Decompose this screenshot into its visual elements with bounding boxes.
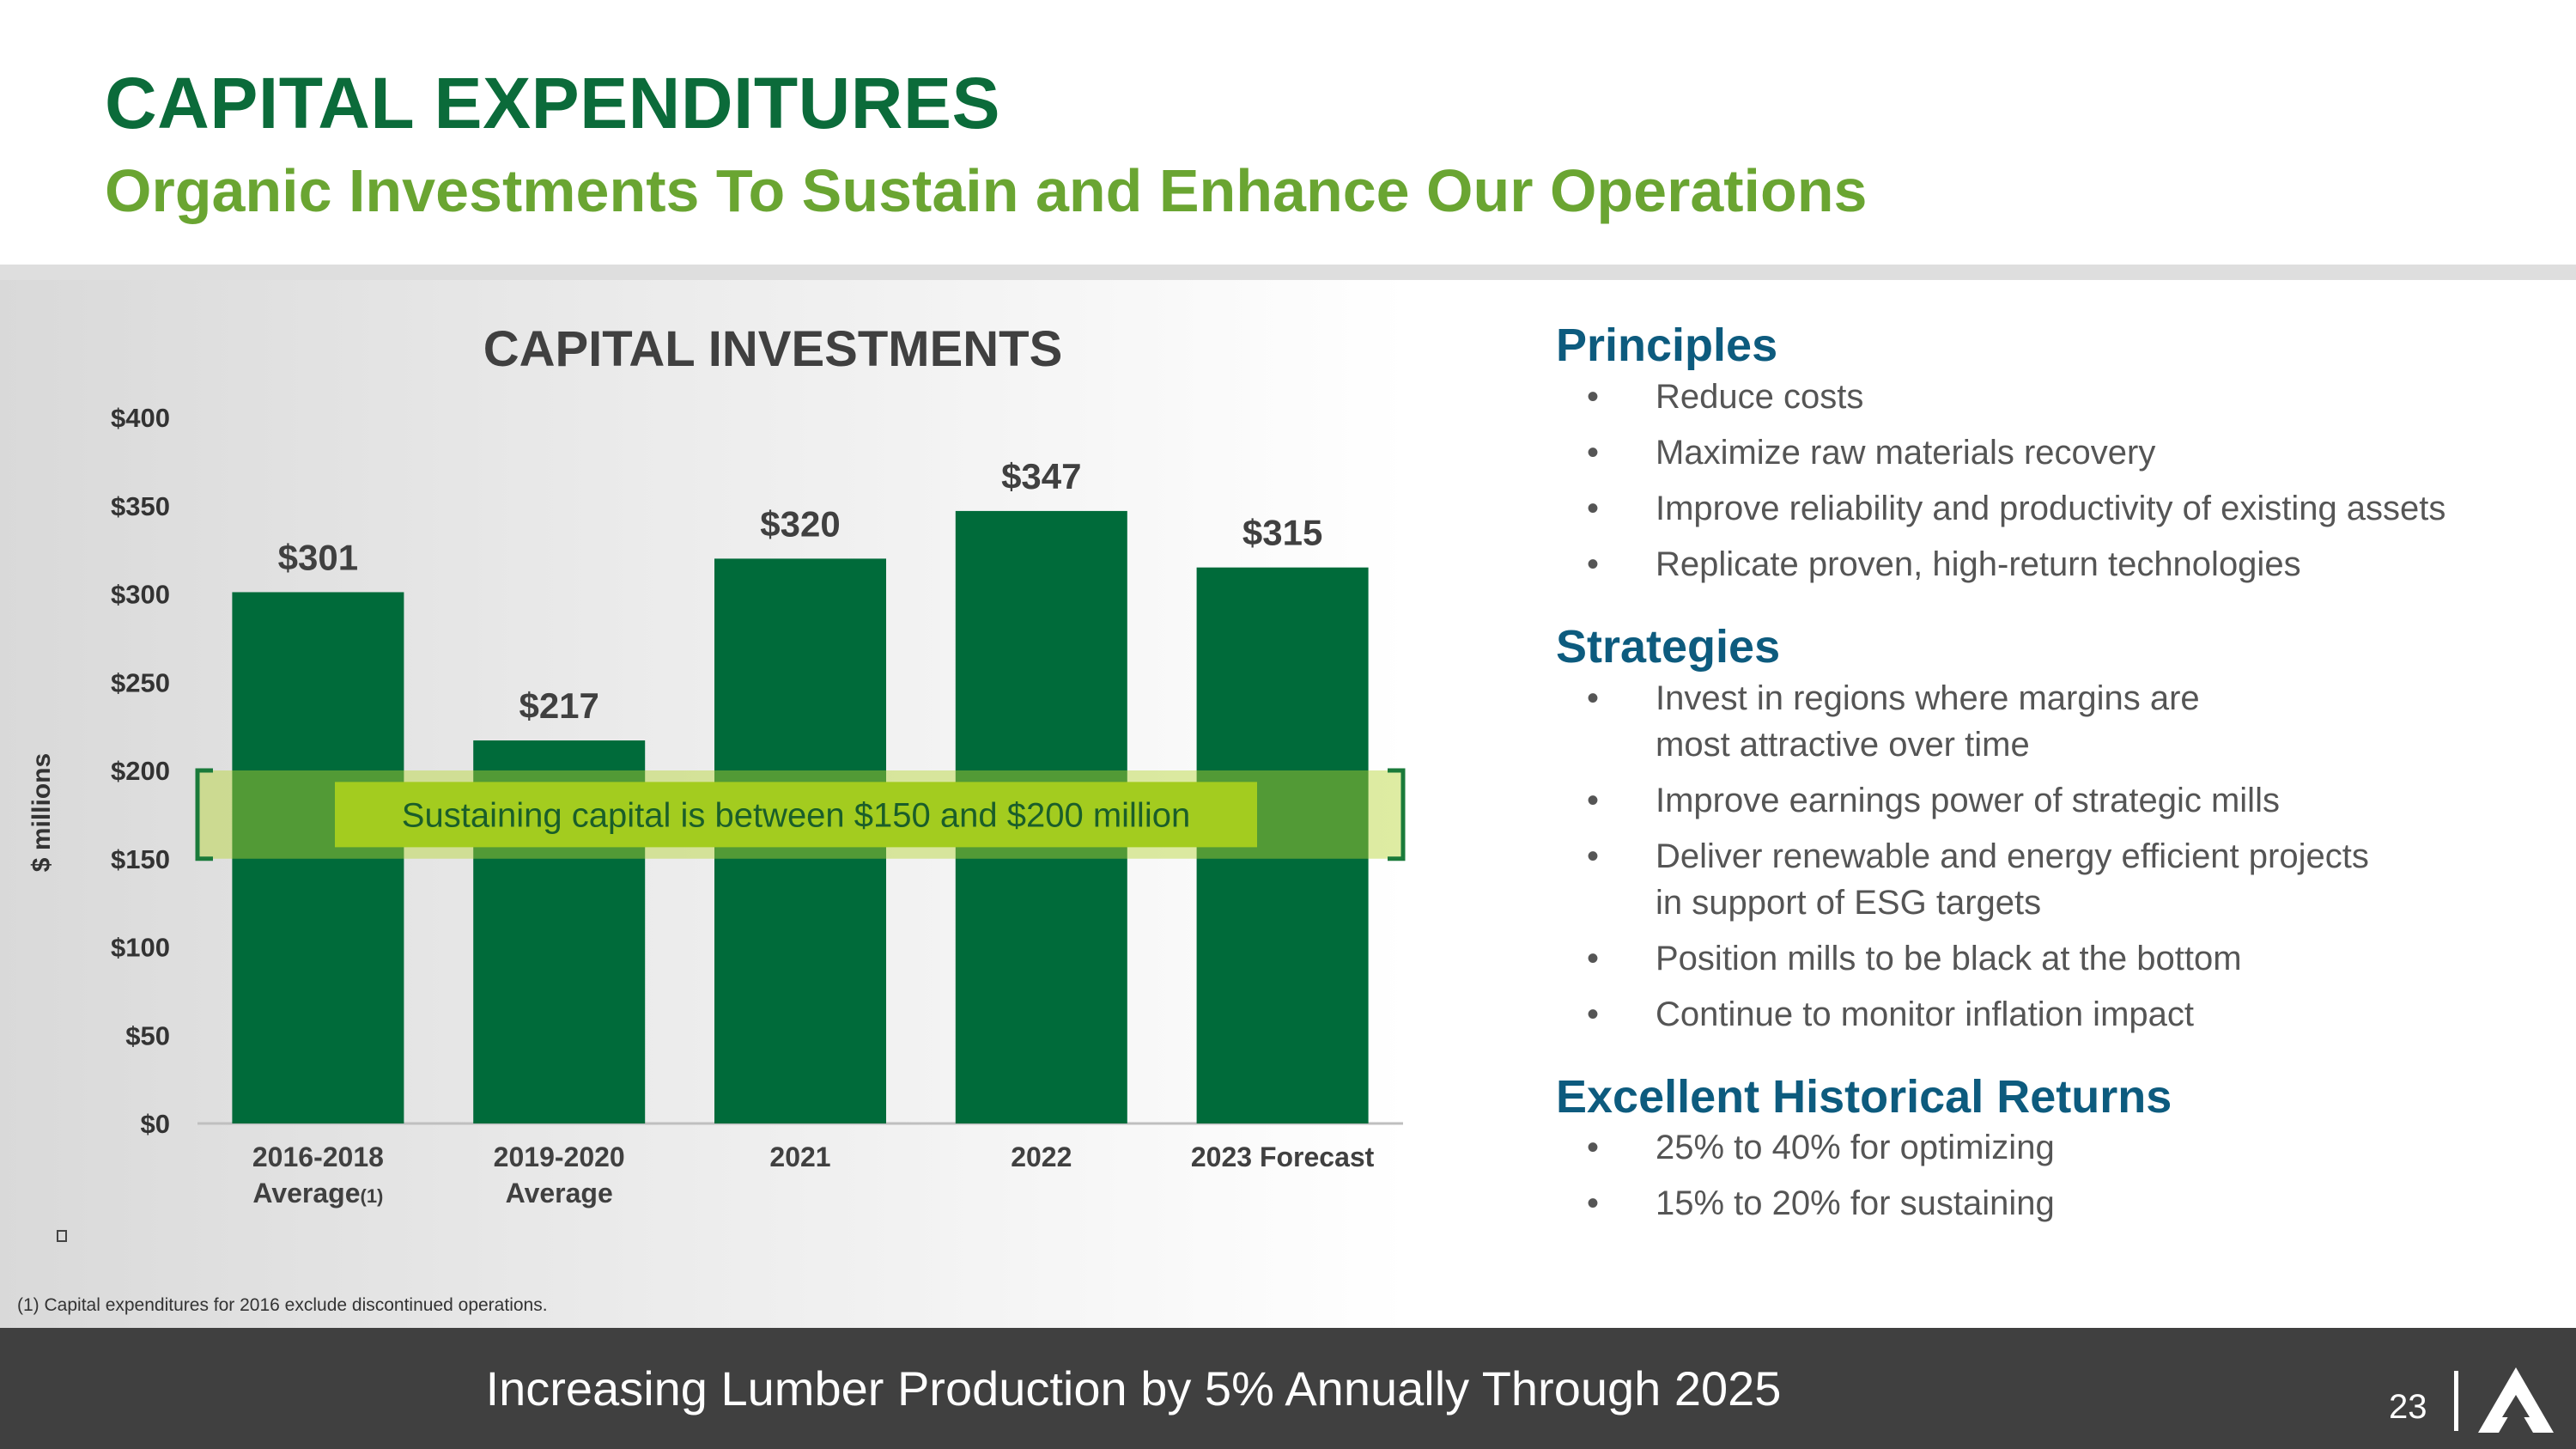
bullet-icon: • xyxy=(1587,1129,1600,1167)
strategies-item-text: Continue to monitor inflation impact xyxy=(1656,995,2194,1033)
x-tick-label: 2021 xyxy=(769,1142,830,1172)
bullet-icon: • xyxy=(1587,1184,1600,1223)
y-tick-label: $250 xyxy=(111,667,170,697)
x-tick-label-line2: Average xyxy=(506,1178,613,1209)
band-label-box xyxy=(335,782,1257,848)
principles-item: • Replicate proven, high-return technolog… xyxy=(1556,541,2561,588)
footer-bar: Increasing Lumber Production by 5% Annua… xyxy=(0,1328,2576,1449)
x-tick-label: 2023 Forecast xyxy=(1191,1142,1375,1172)
strategies-item-text: Deliver renewable and energy efficient p… xyxy=(1656,837,2369,875)
x-tick-label: 2019-2020 xyxy=(494,1142,625,1172)
strategies-item-text: Position mills to be black at the bottom xyxy=(1656,939,2242,977)
bar xyxy=(232,592,404,1123)
y-tick-label: $350 xyxy=(111,491,170,521)
y-tick-label: $400 xyxy=(111,403,170,433)
footer-tagline: Increasing Lumber Production by 5% Annua… xyxy=(485,1361,1782,1416)
principles-item-text: Improve reliability and productivity of … xyxy=(1656,489,2446,527)
bullet-icon: • xyxy=(1587,545,1600,583)
bullet-icon: • xyxy=(1587,489,1600,527)
principles-heading: Principles xyxy=(1556,320,1778,371)
capital-investments-chart: CAPITAL INVESTMENTS $ millions $0 $50 $100 $1… xyxy=(27,321,1406,1209)
strategies-item: • Invest in regions where margins are most… xyxy=(1556,675,2561,768)
returns-item-text: 25% to 40% for optimizing xyxy=(1656,1129,2055,1167)
bar-data-label: $217 xyxy=(519,685,598,726)
strategies-item-text: Improve earnings power of strategic mill… xyxy=(1656,781,2280,819)
strategies-item-text: most attractive over time xyxy=(1656,725,2030,764)
strategies-item: • Improve earnings power of strategic mil… xyxy=(1556,777,2561,824)
header-divider xyxy=(0,265,2576,280)
page-title: CAPITAL EXPENDITURES xyxy=(105,63,1001,143)
y-tick-label: $50 xyxy=(125,1020,170,1050)
y-tick-label: $150 xyxy=(111,844,170,874)
principles-item-text: Reduce costs xyxy=(1656,377,1864,416)
strategies-item: • Continue to monitor inflation impact xyxy=(1556,991,2561,1038)
page-number: 23 xyxy=(2389,1388,2427,1426)
strategies-item-text: Invest in regions where margins are xyxy=(1656,679,2200,717)
band-bracket-right xyxy=(1388,768,1406,861)
returns-item: • 25% to 40% for optimizing xyxy=(1556,1124,2561,1171)
bullet-icon: • xyxy=(1587,781,1600,819)
bar-data-label: $320 xyxy=(760,503,840,544)
bullet-icon: • xyxy=(1587,679,1600,717)
bullet-icon: • xyxy=(1587,377,1600,416)
bullet-icon: • xyxy=(1587,433,1600,472)
bullet-icon: • xyxy=(1587,995,1600,1033)
band-bracket-left xyxy=(195,768,213,861)
y-axis-label: $ millions xyxy=(27,753,56,872)
x-tick-label-line2: Average(1) xyxy=(252,1178,383,1209)
footnote-marker: (1) xyxy=(361,1185,384,1207)
strategies-list: • Invest in regions where margins are most… xyxy=(1556,675,2561,1038)
right-panel: Principles • Reduce costs • Maximize raw ma… xyxy=(1556,318,2561,1236)
returns-item: • 15% to 20% for sustaining xyxy=(1556,1180,2561,1227)
bar-data-label: $315 xyxy=(1242,513,1322,553)
returns-list: • 25% to 40% for optimizing • 15% to 20% fo… xyxy=(1556,1124,2561,1227)
bullet-icon: • xyxy=(1587,837,1600,875)
strategies-item-text: in support of ESG targets xyxy=(1656,883,2042,922)
y-tick-label: $100 xyxy=(111,933,170,963)
principles-item-text: Maximize raw materials recovery xyxy=(1656,433,2156,472)
page-number-separator xyxy=(2454,1371,2458,1431)
y-tick-label: $300 xyxy=(111,580,170,610)
returns-heading: Excellent Historical Returns xyxy=(1556,1070,2172,1123)
strategies-heading: Strategies xyxy=(1556,620,1781,673)
bullet-icon: • xyxy=(1587,939,1600,977)
strategies-item: • Deliver renewable and energy efficient … xyxy=(1556,833,2561,926)
strategies-item: • Position mills to be black at the botto… xyxy=(1556,935,2561,982)
page-subtitle: Organic Investments To Sustain and Enhan… xyxy=(105,157,1868,224)
footnote: (1) Capital expenditures for 2016 exclud… xyxy=(17,1295,548,1315)
placeholder-box xyxy=(57,1230,67,1242)
x-tick-label: 2016-2018 xyxy=(252,1142,384,1172)
bar-data-label: $301 xyxy=(278,537,358,577)
company-logo-icon xyxy=(2478,1367,2554,1433)
returns-item-text: 15% to 20% for sustaining xyxy=(1656,1184,2055,1223)
y-tick-label: $200 xyxy=(111,756,170,786)
principles-item: • Maximize raw materials recovery xyxy=(1556,429,2561,476)
x-tick-label: 2022 xyxy=(1011,1142,1072,1172)
principles-item: • Improve reliability and productivity of… xyxy=(1556,485,2561,532)
y-tick-label: $0 xyxy=(141,1109,170,1139)
band-label: Sustaining capital is between $150 and $… xyxy=(402,796,1190,834)
principles-item-text: Replicate proven, high-return technologi… xyxy=(1656,545,2301,583)
principles-item: • Reduce costs xyxy=(1556,374,2561,420)
principles-list: • Reduce costs • Maximize raw materials rec… xyxy=(1556,374,2561,588)
bar-data-label: $347 xyxy=(1001,456,1081,496)
chart-title: CAPITAL INVESTMENTS xyxy=(483,321,1063,377)
